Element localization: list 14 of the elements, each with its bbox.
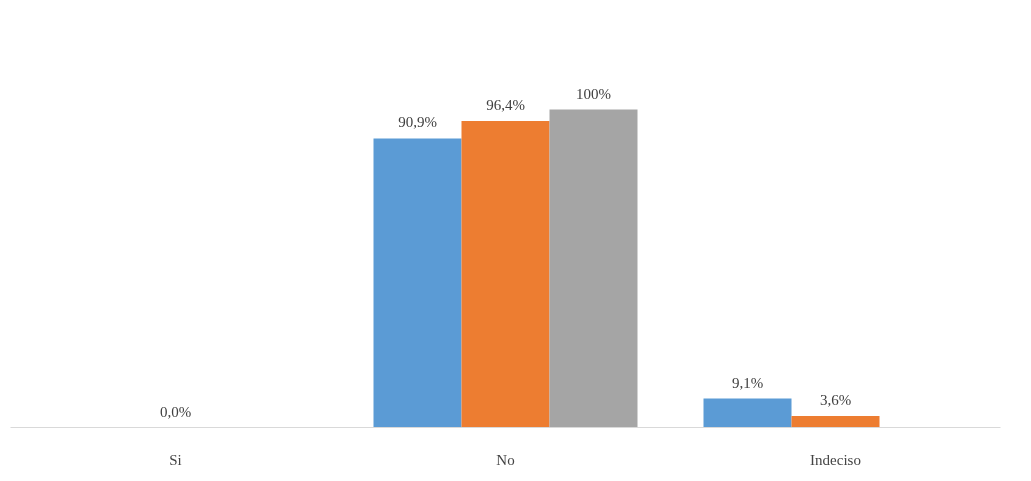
data-label: 9,1% [731,374,764,391]
data-label: 0,0% [159,403,192,420]
bar [373,138,462,428]
bar [791,416,880,428]
data-label: 96,4% [486,96,525,113]
data-label: 3,6% [819,392,852,409]
x-tick-label: No [496,451,515,468]
bar [703,398,792,428]
bar [549,109,638,428]
x-tick-label: Indeciso [810,451,861,468]
data-label: 100% [576,85,611,102]
bar [461,120,550,428]
data-label: 90,9% [398,114,437,131]
x-tick-label: Si [169,451,182,468]
